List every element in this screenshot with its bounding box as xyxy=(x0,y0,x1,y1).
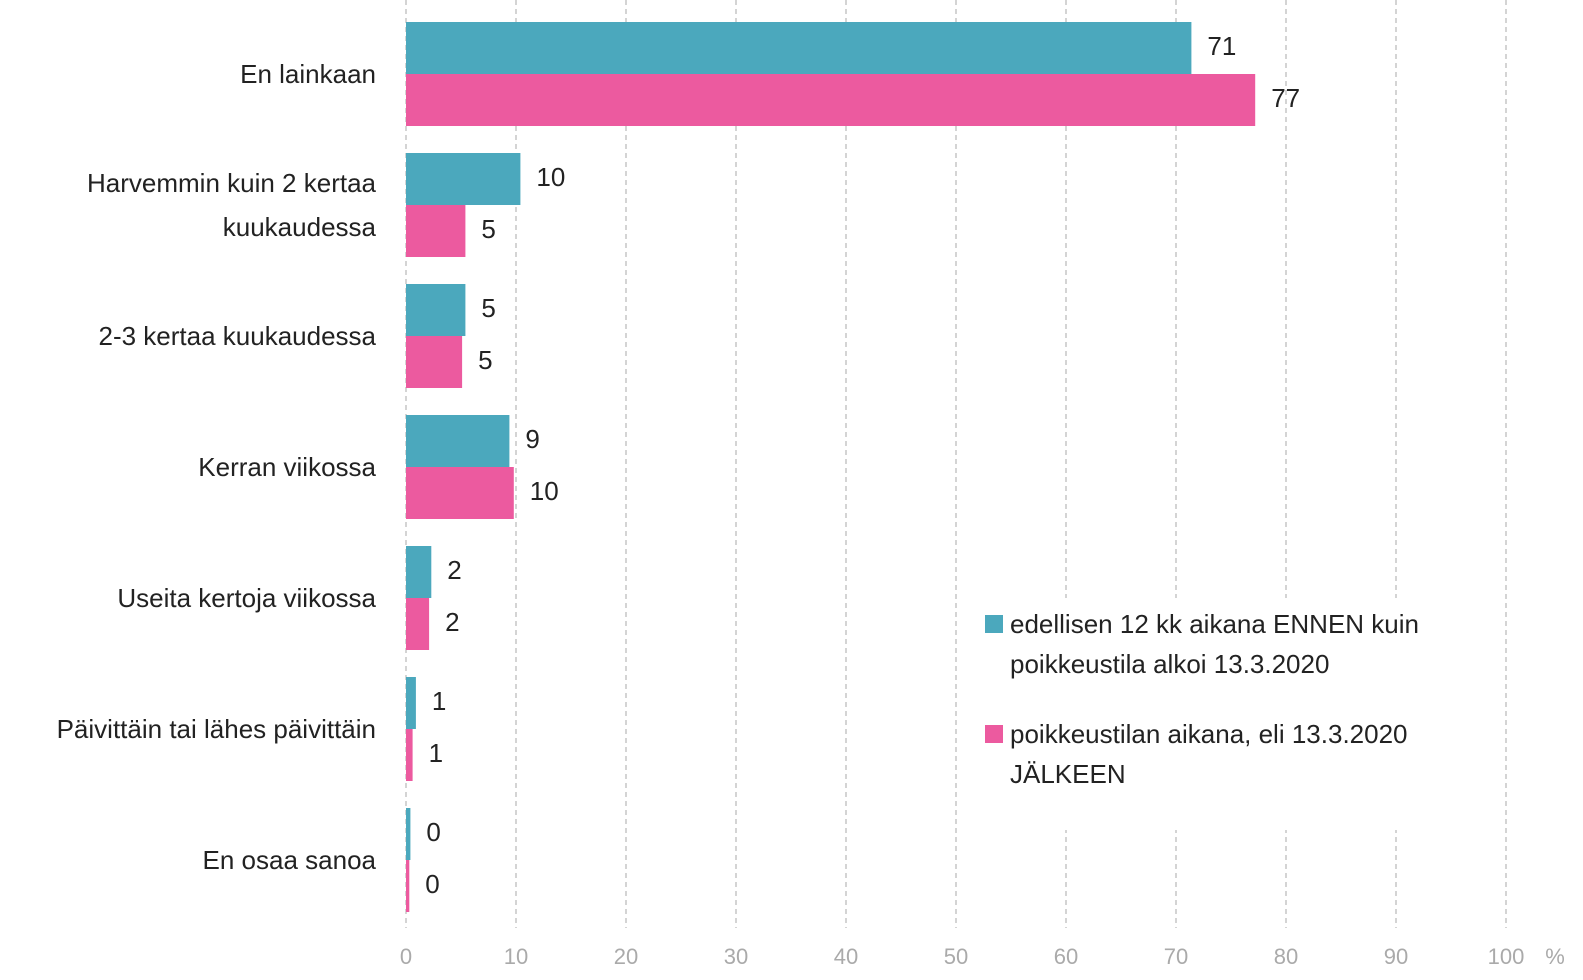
bar xyxy=(406,22,1192,74)
legend-swatch xyxy=(985,615,1003,633)
value-label: 2 xyxy=(445,607,459,637)
y-tick-label: En osaa sanoa xyxy=(202,845,376,875)
value-label: 5 xyxy=(478,345,492,375)
x-tick-label: 70 xyxy=(1164,944,1188,969)
bar xyxy=(406,546,432,598)
value-label: 10 xyxy=(536,162,565,192)
bar xyxy=(406,677,416,729)
bar xyxy=(406,860,410,912)
x-tick-label: 10 xyxy=(504,944,528,969)
y-tick-label: Kerran viikossa xyxy=(198,452,376,482)
value-label: 2 xyxy=(447,555,461,585)
x-tick-label: 80 xyxy=(1274,944,1298,969)
bar xyxy=(406,415,510,467)
value-label: 77 xyxy=(1271,83,1300,113)
bar xyxy=(406,729,413,781)
y-tick-label: 2-3 kertaa kuukaudessa xyxy=(98,321,376,351)
bar xyxy=(406,598,430,650)
bar xyxy=(406,284,466,336)
bar xyxy=(406,74,1256,126)
bar xyxy=(406,205,466,257)
legend-entry: edellisen 12 kk aikana ENNEN kuin poikke… xyxy=(978,604,1478,684)
x-tick-label: 100 xyxy=(1488,944,1525,969)
x-tick-label: 60 xyxy=(1054,944,1078,969)
value-label: 0 xyxy=(425,869,439,899)
legend: edellisen 12 kk aikana ENNEN kuin poikke… xyxy=(978,598,1478,830)
bar xyxy=(406,153,521,205)
legend-swatch xyxy=(985,725,1003,743)
x-tick-label: 90 xyxy=(1384,944,1408,969)
value-label: 1 xyxy=(432,686,446,716)
legend-label: poikkeustilan aikana, eli 13.3.2020 JÄLK… xyxy=(1010,719,1408,789)
value-label: 71 xyxy=(1207,31,1236,61)
value-label: 0 xyxy=(426,817,440,847)
bar xyxy=(406,808,411,860)
value-label: 9 xyxy=(525,424,539,454)
value-label: 10 xyxy=(530,476,559,506)
value-label: 5 xyxy=(481,293,495,323)
x-tick-label: 30 xyxy=(724,944,748,969)
value-label: 5 xyxy=(481,214,495,244)
y-tick-label: Useita kertoja viikossa xyxy=(117,583,376,613)
y-tick-label: Päivittäin tai lähes päivittäin xyxy=(56,714,376,744)
bar xyxy=(406,467,514,519)
y-tick-label: En lainkaan xyxy=(240,59,376,89)
legend-label: edellisen 12 kk aikana ENNEN kuin poikke… xyxy=(1010,609,1419,679)
legend-entry: poikkeustilan aikana, eli 13.3.2020 JÄLK… xyxy=(978,714,1478,794)
x-tick-label: 40 xyxy=(834,944,858,969)
x-tick-label: 20 xyxy=(614,944,638,969)
x-tick-label: 0 xyxy=(400,944,412,969)
value-label: 1 xyxy=(429,738,443,768)
x-tick-label: 50 xyxy=(944,944,968,969)
bar xyxy=(406,336,463,388)
y-tick-label: Harvemmin kuin 2 kertaa kuukaudessa xyxy=(87,168,376,242)
x-axis-label: % xyxy=(1545,944,1565,969)
